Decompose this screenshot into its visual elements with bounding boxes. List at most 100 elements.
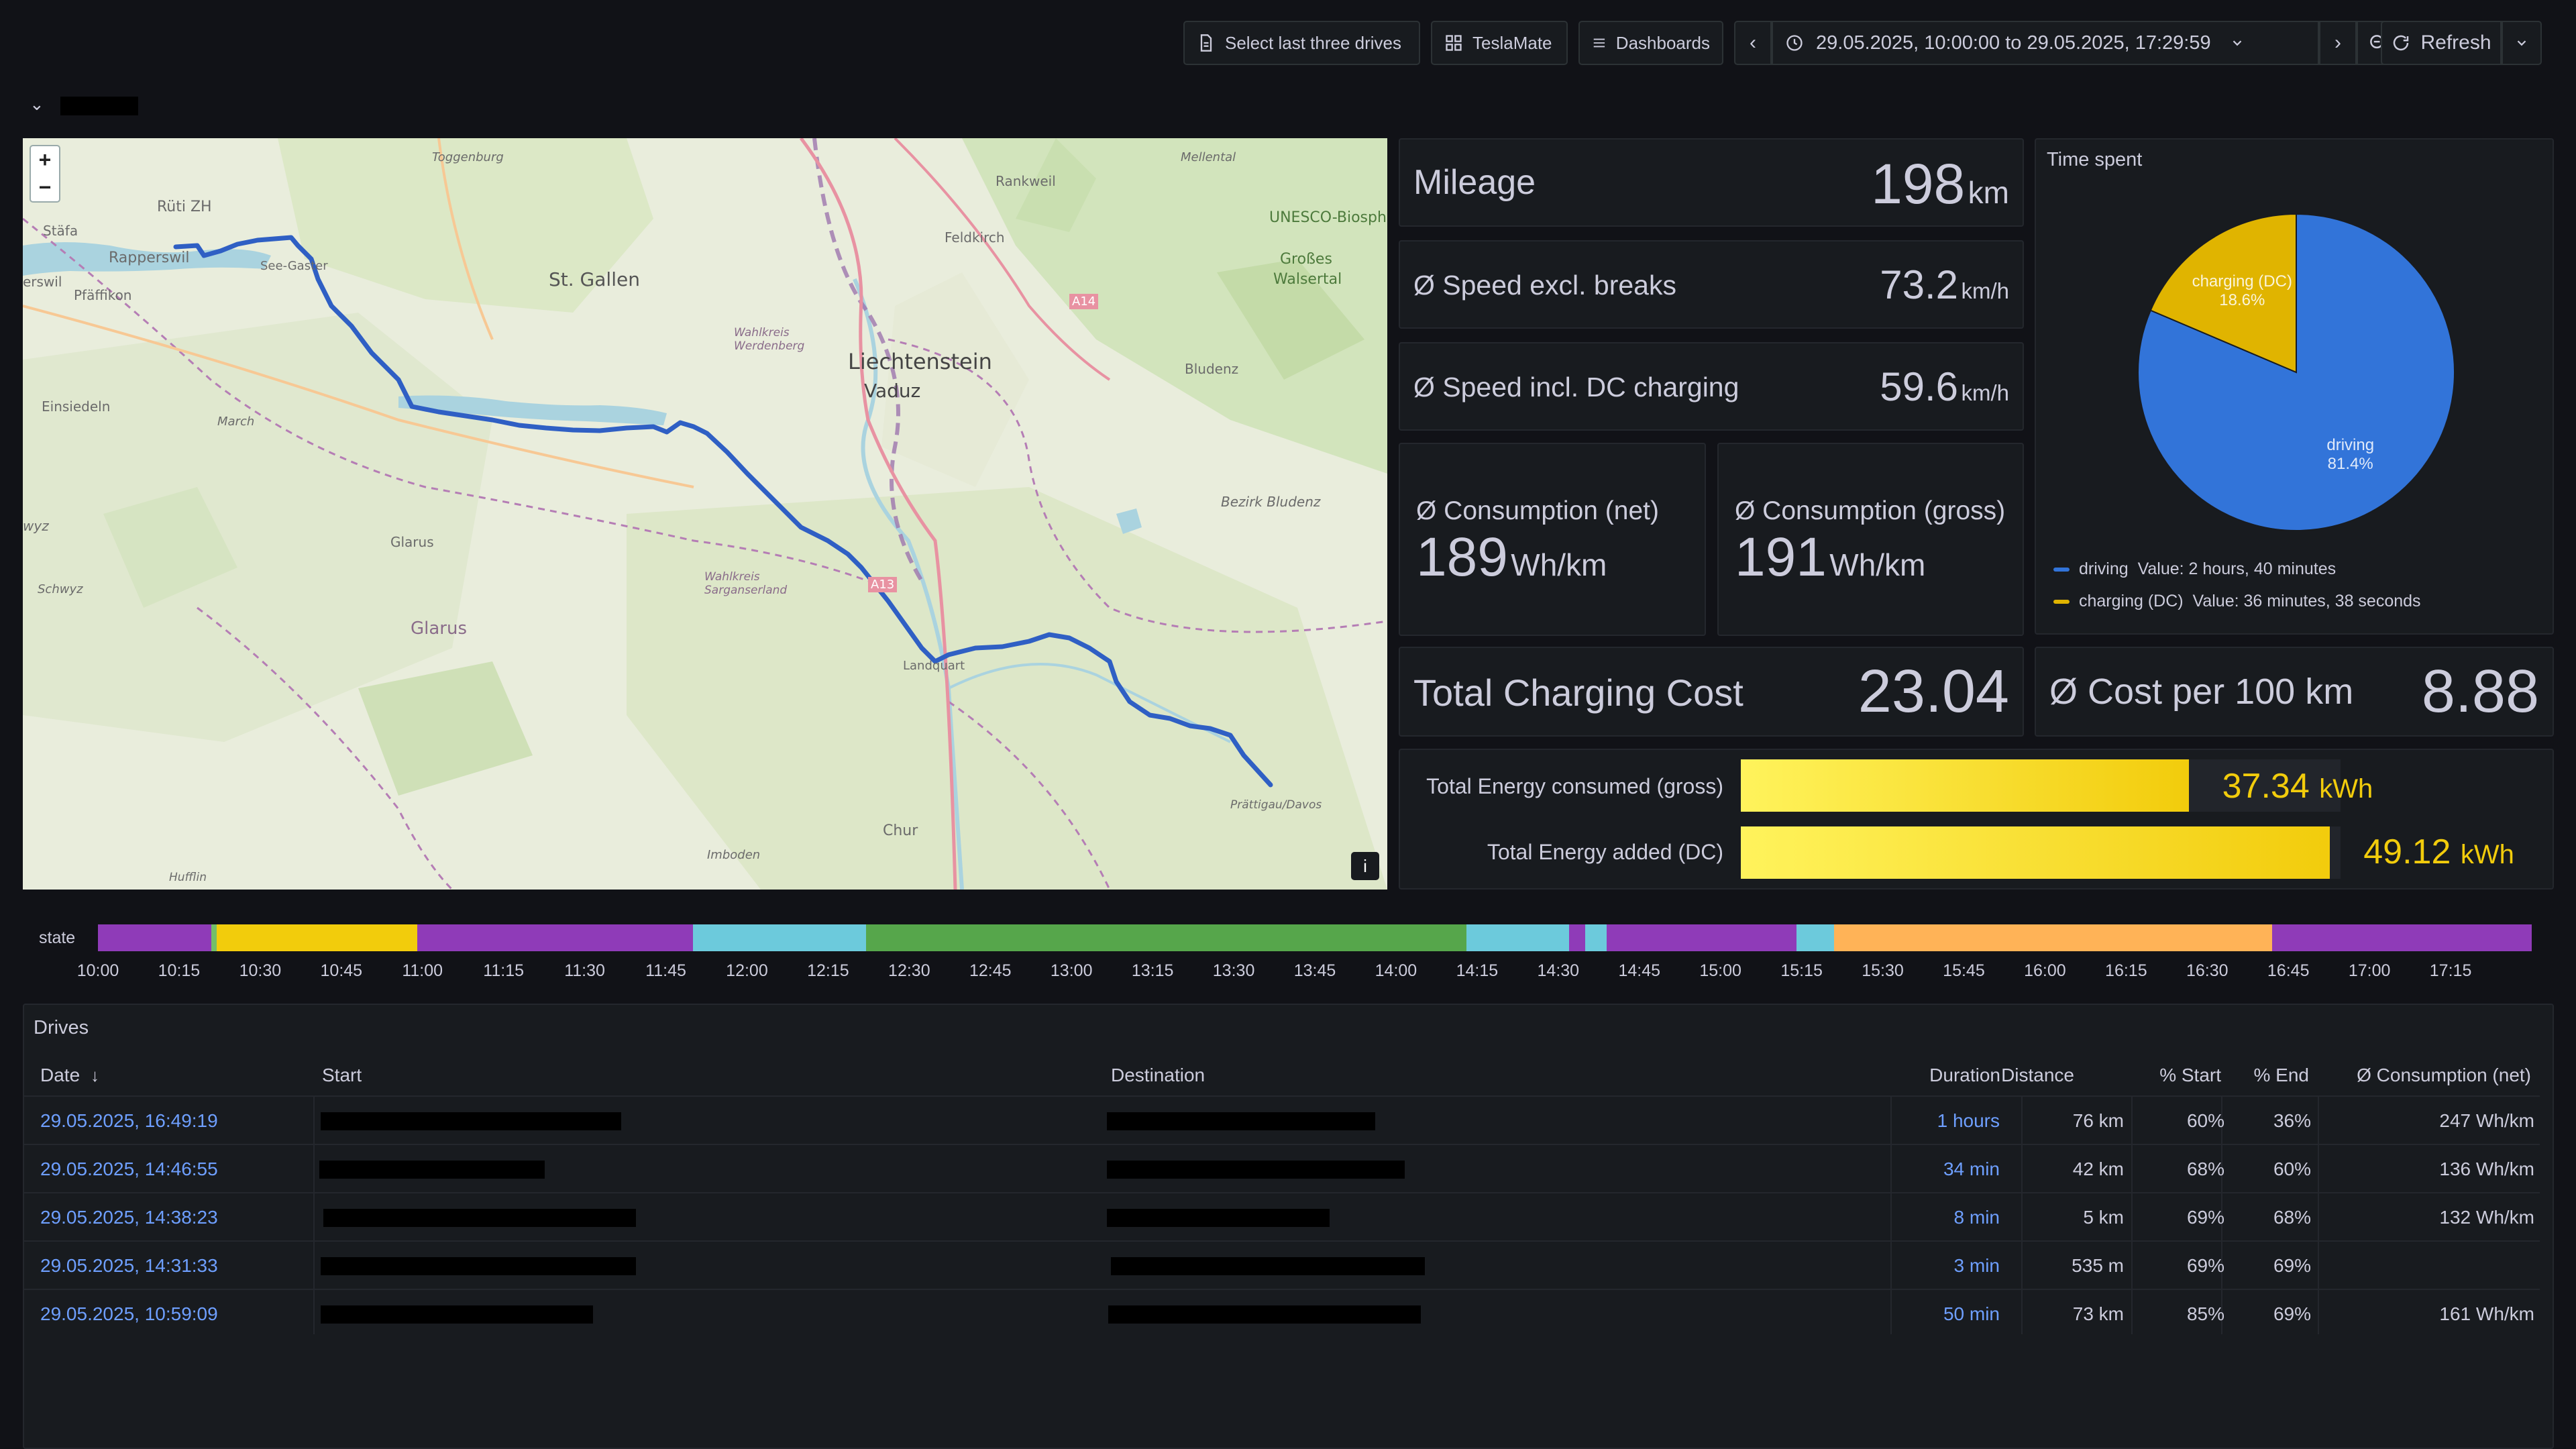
zoom-out-button[interactable]: −: [38, 175, 52, 199]
state-segment[interactable]: [1568, 924, 1586, 951]
drive-duration-link[interactable]: 3 min: [1953, 1255, 2000, 1276]
drive-distance: 535 m: [2072, 1255, 2124, 1276]
column-header-pct-end[interactable]: % End: [2253, 1065, 2310, 1085]
speed-incl-unit: km/h: [1961, 380, 2009, 405]
redacted-destination: [1108, 1305, 1421, 1324]
energy-added-value: 49.12: [2363, 833, 2451, 871]
energy-consumed-bar: [1741, 759, 2189, 812]
teslamate-link-button[interactable]: TeslaMate: [1431, 21, 1568, 65]
stat-value: 191 Wh/km: [1735, 526, 1925, 589]
column-header-duration[interactable]: Duration: [1929, 1065, 2000, 1085]
state-segment[interactable]: [865, 924, 1466, 951]
map-label: Mellental: [1181, 150, 1236, 164]
column-header-date[interactable]: Date ↓: [40, 1065, 99, 1086]
state-segment[interactable]: [417, 924, 693, 951]
timeline-tick-label: 17:00: [2348, 961, 2391, 980]
table-row-divider: [24, 1240, 2540, 1242]
map-label: Wahlkreis Sarganserland: [704, 570, 788, 597]
drive-date-link[interactable]: 29.05.2025, 10:59:09: [40, 1303, 218, 1324]
select-last-three-drives-button[interactable]: Select last three drives: [1183, 21, 1420, 65]
column-header-distance[interactable]: Distance: [2001, 1065, 2074, 1085]
timeline-tick-label: 12:30: [888, 961, 930, 980]
cons-gross-unit: Wh/km: [1829, 547, 1926, 582]
state-segment[interactable]: [1796, 924, 1834, 951]
time-forward-button[interactable]: ›: [2319, 21, 2357, 65]
map-label: Rapperswil: [109, 250, 190, 266]
map-label: Feldkirch: [945, 229, 1005, 246]
state-segment[interactable]: [217, 924, 417, 951]
map-info-button[interactable]: i: [1351, 852, 1379, 880]
drive-date-link[interactable]: 29.05.2025, 14:38:23: [40, 1207, 218, 1228]
consumption-net-panel: Ø Consumption (net) 189 Wh/km: [1399, 443, 1706, 636]
state-segment[interactable]: [2272, 924, 2532, 951]
drive-pct-end: 69%: [2273, 1303, 2311, 1324]
legend-swatch: [2053, 600, 2070, 604]
drive-duration-link[interactable]: 34 min: [1943, 1159, 2000, 1179]
state-segment[interactable]: [1466, 924, 1569, 951]
map-label: See-Gaster: [260, 259, 328, 273]
state-segment[interactable]: [1585, 924, 1607, 951]
legend-item-charging-dc[interactable]: charging (DC) Value: 36 minutes, 38 seco…: [2053, 592, 2421, 611]
redacted-row-title: [60, 97, 138, 115]
drive-pct-start: 85%: [2186, 1303, 2224, 1324]
map-label: Pfäffikon: [74, 287, 132, 303]
column-header-consumption[interactable]: Ø Consumption (net): [2357, 1065, 2531, 1085]
refresh-label: Refresh: [2420, 32, 2491, 54]
energy-label: Total Energy added (DC): [1487, 840, 1723, 864]
info-icon: i: [1363, 855, 1367, 876]
zoom-in-button[interactable]: +: [38, 148, 52, 172]
column-header-destination[interactable]: Destination: [1111, 1065, 1205, 1085]
legend-value: Value: 36 minutes, 38 seconds: [2192, 592, 2421, 610]
column-divider: [2221, 1097, 2222, 1334]
state-segment[interactable]: [692, 924, 866, 951]
route-map[interactable]: Rüti ZH Stäfa Rapperswil Pfäffikon erswi…: [23, 138, 1387, 890]
state-segment[interactable]: [98, 924, 212, 951]
column-header-pct-start[interactable]: % Start: [2159, 1065, 2221, 1085]
mileage-unit: km: [1968, 175, 2009, 210]
energy-bar-track: [1741, 826, 2341, 879]
mileage-value: 198: [1871, 152, 1966, 215]
cost-per-100-panel: Ø Cost per 100 km 8.88: [2035, 647, 2554, 737]
map-label: Stäfa: [43, 223, 78, 239]
dashboards-link-button[interactable]: Dashboards: [1578, 21, 1723, 65]
drive-date-link[interactable]: 29.05.2025, 14:31:33: [40, 1255, 218, 1276]
drive-duration-link[interactable]: 50 min: [1943, 1303, 2000, 1324]
pie-slice-label: driving: [2326, 436, 2374, 454]
legend-item-driving[interactable]: driving Value: 2 hours, 40 minutes: [2053, 559, 2336, 579]
refresh-interval-dropdown[interactable]: [2502, 21, 2542, 65]
panel-title: Time spent: [2047, 149, 2143, 170]
teslamate-label: TeslaMate: [1472, 32, 1552, 53]
column-header-start[interactable]: Start: [322, 1065, 362, 1085]
time-back-button[interactable]: ‹: [1734, 21, 1772, 65]
map-label: Toggenburg: [432, 150, 504, 164]
drive-duration-link[interactable]: 1 hours: [1937, 1110, 2000, 1131]
state-timeline[interactable]: [98, 924, 2532, 951]
map-label: Bezirk Bludenz: [1221, 494, 1321, 510]
state-segment[interactable]: [211, 924, 217, 951]
energy-value: 49.12 kWh: [2363, 832, 2514, 872]
drive-pct-start: 68%: [2186, 1159, 2224, 1179]
redacted-start: [321, 1112, 621, 1130]
energy-label: Total Energy consumed (gross): [1426, 774, 1723, 798]
map-zoom-control: + −: [30, 145, 60, 203]
drive-date-link[interactable]: 29.05.2025, 16:49:19: [40, 1110, 218, 1131]
cons-gross-value: 191: [1735, 527, 1827, 588]
pie-slice-label: charging (DC): [2192, 272, 2292, 290]
map-label: Vaduz: [864, 380, 921, 402]
refresh-button[interactable]: Refresh: [2381, 21, 2502, 65]
pie-slice[interactable]: [2149, 213, 2297, 374]
cons-net-value: 189: [1416, 527, 1508, 588]
refresh-controls: Refresh: [2381, 21, 2542, 65]
row-collapse-chevron-icon[interactable]: ⌄: [30, 94, 44, 114]
timeline-tick-label: 14:45: [1618, 961, 1660, 980]
map-label: St. Gallen: [549, 268, 640, 290]
state-segment[interactable]: [1833, 924, 2272, 951]
drive-duration-link[interactable]: 8 min: [1953, 1207, 2000, 1228]
map-label: Bludenz: [1185, 361, 1239, 377]
map-label: Großes: [1280, 251, 1332, 268]
pie-slice-label: 18.6%: [2219, 291, 2265, 309]
state-segment[interactable]: [1607, 924, 1796, 951]
drive-date-link[interactable]: 29.05.2025, 14:46:55: [40, 1159, 218, 1179]
time-range-picker[interactable]: 29.05.2025, 10:00:00 to 29.05.2025, 17:2…: [1772, 21, 2319, 65]
